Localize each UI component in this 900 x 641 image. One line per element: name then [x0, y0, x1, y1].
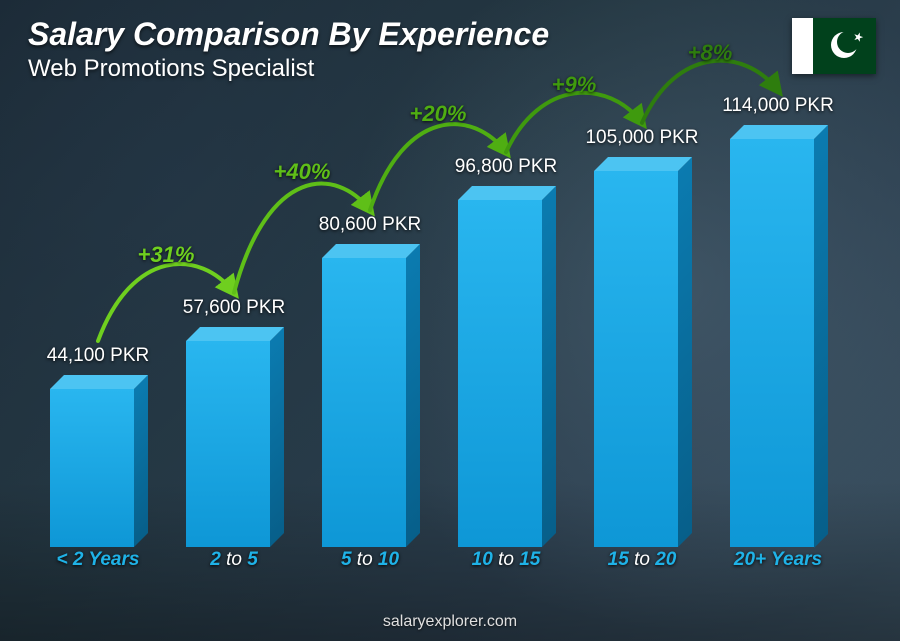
category-accent: 20	[655, 549, 676, 570]
category-accent: 20+ Years	[734, 549, 822, 570]
bar-slot: 114,000 PKR	[710, 90, 846, 547]
chart-title: Salary Comparison By Experience	[28, 16, 549, 53]
title-block: Salary Comparison By Experience Web Prom…	[28, 16, 549, 83]
value-label: 105,000 PKR	[572, 127, 712, 149]
category-label: 10 to 15	[438, 549, 574, 577]
star-icon: ★	[851, 29, 866, 46]
bar	[50, 389, 146, 547]
bar-front	[594, 171, 678, 547]
bar-side	[134, 375, 148, 547]
category-label: < 2 Years	[30, 549, 166, 577]
bar-slot: 80,600 PKR	[302, 90, 438, 547]
bar-slot: 44,100 PKR	[30, 90, 166, 547]
bar-front	[322, 258, 406, 547]
bar-top	[730, 125, 828, 139]
bar	[186, 341, 282, 547]
bar-slot: 57,600 PKR	[166, 90, 302, 547]
category-accent: 5	[247, 549, 258, 570]
category-accent: 2	[210, 549, 221, 570]
bar-slot: 105,000 PKR	[574, 90, 710, 547]
bar	[458, 200, 554, 547]
category-label: 2 to 5	[166, 549, 302, 577]
category-accent: < 2 Years	[57, 549, 140, 570]
chart-subtitle: Web Promotions Specialist	[28, 55, 549, 83]
bars-row: 44,100 PKR 57,600 PKR 80,600 PKR 96,800 PKR…	[30, 90, 846, 547]
bar-top	[322, 244, 420, 258]
category-row: < 2 Years2 to 55 to 1010 to 1515 to 2020…	[30, 549, 846, 577]
flag-field: ★	[813, 18, 876, 74]
category-accent: 15	[608, 549, 629, 570]
category-connector: to	[221, 549, 247, 570]
category-accent: 5	[341, 549, 352, 570]
category-accent: 10	[378, 549, 399, 570]
category-label: 5 to 10	[302, 549, 438, 577]
bar-front	[730, 139, 814, 548]
category-connector: to	[629, 549, 655, 570]
bar-top	[458, 186, 556, 200]
chart-canvas: Salary Comparison By Experience Web Prom…	[0, 0, 900, 641]
value-label: 114,000 PKR	[708, 95, 848, 117]
bar-top	[50, 375, 148, 389]
category-label: 20+ Years	[710, 549, 846, 577]
bar	[730, 139, 826, 548]
bar-side	[270, 327, 284, 547]
value-label: 96,800 PKR	[436, 156, 576, 178]
bar-front	[458, 200, 542, 547]
category-label: 15 to 20	[574, 549, 710, 577]
bar-front	[50, 389, 134, 547]
category-accent: 15	[519, 549, 540, 570]
bar-side	[406, 244, 420, 547]
category-connector: to	[493, 549, 519, 570]
category-accent: 10	[472, 549, 493, 570]
flag-stripe	[792, 18, 813, 74]
value-label: 57,600 PKR	[164, 297, 304, 319]
bar	[322, 258, 418, 547]
bar-front	[186, 341, 270, 547]
bar-side	[814, 125, 828, 548]
value-label: 80,600 PKR	[300, 214, 440, 236]
bar-slot: 96,800 PKR	[438, 90, 574, 547]
bar-top	[186, 327, 284, 341]
bar-side	[678, 157, 692, 547]
value-label: 44,100 PKR	[28, 345, 168, 367]
pakistan-flag-icon: ★	[792, 18, 876, 74]
chart-area: 44,100 PKR 57,600 PKR 80,600 PKR 96,800 PKR…	[30, 90, 846, 577]
footer-attribution: salaryexplorer.com	[0, 613, 900, 631]
bar	[594, 171, 690, 547]
bar-side	[542, 186, 556, 547]
category-connector: to	[352, 549, 378, 570]
bar-top	[594, 157, 692, 171]
